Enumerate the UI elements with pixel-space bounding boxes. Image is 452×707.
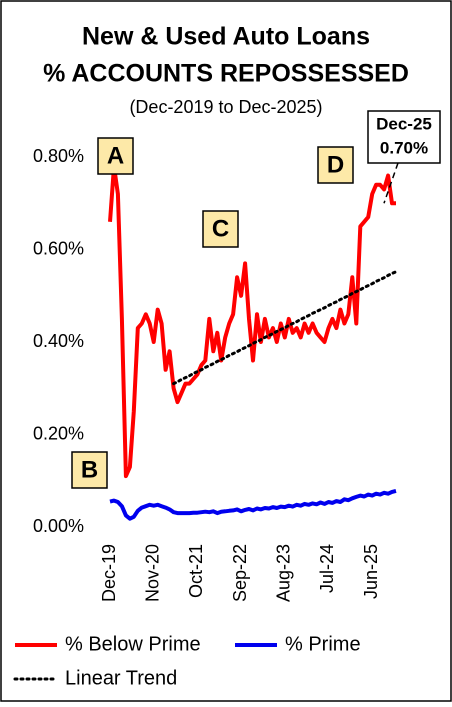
legend-label: Linear Trend (65, 667, 177, 689)
x-tick-label: Nov-20 (142, 544, 162, 602)
x-tick-label: Aug-23 (274, 544, 294, 602)
y-tick-label: 0.40% (33, 331, 84, 351)
series-line (109, 488, 397, 521)
y-tick-label: 0.80% (33, 146, 84, 166)
x-tick-label: Jun-25 (361, 544, 381, 599)
legend-label: % Prime (285, 633, 361, 655)
y-tick-label: 0.60% (33, 238, 84, 258)
annotation-box (71, 451, 108, 489)
x-tick-label: Oct-21 (186, 544, 206, 598)
callout-box (367, 110, 441, 164)
y-tick-label: 0.20% (33, 423, 84, 443)
callout-connector (383, 162, 399, 204)
callout-label: Dec-25 (376, 114, 432, 133)
series-line (108, 164, 396, 479)
annotation-box (317, 146, 354, 184)
legend-label: % Below Prime (65, 633, 201, 655)
annotation-label: D (327, 151, 344, 178)
annotation-label: A (107, 142, 124, 169)
x-tick-label: Jul-24 (317, 544, 337, 593)
callout-label: 0.70% (380, 138, 428, 157)
x-tick-label: Sep-22 (230, 544, 250, 602)
annotation-label: C (212, 215, 229, 242)
y-tick-label: 0.00% (33, 516, 84, 536)
chart-title: New & Used Auto Loans (82, 23, 370, 51)
series-line (172, 270, 398, 386)
annotation-box (97, 137, 134, 175)
annotation-box (202, 210, 239, 248)
annotation-label: B (81, 456, 98, 483)
x-tick-label: Dec-19 (99, 544, 119, 602)
chart-subtitle: (Dec-2019 to Dec-2025) (129, 97, 322, 117)
chart-title: % ACCOUNTS REPOSSESSED (43, 60, 409, 88)
